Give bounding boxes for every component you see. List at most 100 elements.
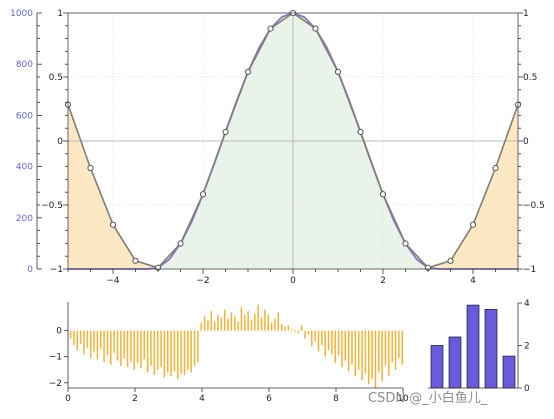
bars-x-tick-label: 6 (266, 394, 272, 404)
orange-bar-series (69, 304, 403, 388)
data-point (312, 25, 319, 32)
bar (106, 330, 109, 356)
data-point (87, 164, 94, 172)
bar (334, 330, 336, 364)
bar (103, 330, 105, 362)
bar (187, 330, 189, 370)
bar (274, 318, 276, 331)
bar (190, 330, 192, 373)
bar (120, 330, 122, 366)
data-point (334, 68, 342, 75)
bar (130, 330, 132, 362)
bar (110, 330, 112, 365)
bar (73, 330, 75, 345)
y-tick-label-right: −0.5 (523, 201, 545, 211)
bar (116, 330, 119, 361)
bar (270, 322, 273, 331)
left-axis-label: 600 (16, 111, 33, 121)
bar (254, 313, 256, 331)
y-tick-label-left: −0.5 (41, 201, 63, 211)
data-point (222, 128, 229, 136)
bar (93, 330, 95, 352)
histogram-bar (430, 345, 444, 389)
bar (314, 330, 316, 342)
y-tick-label-left: 0.5 (49, 73, 63, 83)
bar (277, 312, 280, 331)
bar (207, 320, 209, 331)
bars-y-tick-label: 0 (56, 327, 62, 337)
bar (388, 330, 390, 377)
data-point (469, 221, 477, 228)
bars-x-tick-label: 4 (199, 394, 205, 404)
bar (267, 315, 269, 331)
bar (140, 330, 142, 369)
y-tick-label-right: 0.5 (523, 73, 537, 83)
purple-bar-series (430, 304, 516, 389)
bar (398, 330, 400, 359)
x-tick-label: −2 (196, 276, 209, 286)
bar (83, 330, 85, 355)
y-tick-label-left: 0 (57, 137, 63, 147)
bar (381, 330, 383, 382)
bar (99, 330, 102, 349)
data-point (357, 128, 364, 136)
x-tick-label: −4 (106, 276, 120, 286)
bar (220, 317, 223, 331)
y-tick-label-right: 1 (523, 9, 529, 19)
bar (284, 326, 286, 331)
bar (347, 330, 350, 372)
bar (136, 330, 139, 364)
left-axis-label: 200 (16, 214, 33, 224)
left-axis-label: 800 (16, 60, 33, 70)
bar (79, 330, 82, 344)
histogram-bar (466, 304, 480, 389)
watermark: CSDN @_小白鱼儿_ (368, 391, 488, 406)
bar (156, 330, 159, 370)
x-tick-label: 4 (470, 276, 476, 286)
hist-y-tick-label: 2 (524, 342, 530, 352)
bar (240, 307, 243, 331)
bar (371, 330, 373, 379)
bar (69, 330, 72, 339)
bar (354, 330, 357, 377)
bar (394, 330, 397, 370)
y-tick-label-right: 0 (523, 137, 529, 147)
bar (233, 316, 236, 331)
left-axis-label: 400 (16, 163, 33, 173)
bar (173, 330, 176, 372)
bar (146, 330, 149, 373)
bar (317, 330, 320, 352)
bar (166, 330, 169, 373)
bar (203, 316, 206, 331)
x-tick-label: 2 (380, 276, 386, 286)
bar (361, 330, 363, 381)
bar (260, 317, 263, 331)
bar (367, 330, 370, 385)
bar (384, 330, 387, 366)
bar (150, 330, 152, 366)
data-point (199, 191, 207, 198)
data-point (132, 257, 139, 264)
data-point (109, 221, 117, 228)
bars-y-tick-label: −2 (49, 379, 62, 389)
bar (223, 309, 226, 331)
bar (341, 330, 343, 368)
histogram-bar (448, 336, 462, 389)
data-point (379, 191, 387, 198)
bar (280, 324, 283, 331)
bar (86, 330, 89, 348)
data-point (402, 240, 409, 247)
bar (183, 330, 186, 375)
bar (227, 318, 229, 331)
bar (357, 330, 360, 370)
bar (287, 325, 290, 331)
bar (378, 330, 380, 373)
bar (197, 330, 199, 362)
bar (210, 311, 213, 331)
bar (264, 309, 266, 331)
histogram-bar (484, 308, 498, 389)
bar (170, 330, 172, 377)
bar (143, 330, 146, 360)
